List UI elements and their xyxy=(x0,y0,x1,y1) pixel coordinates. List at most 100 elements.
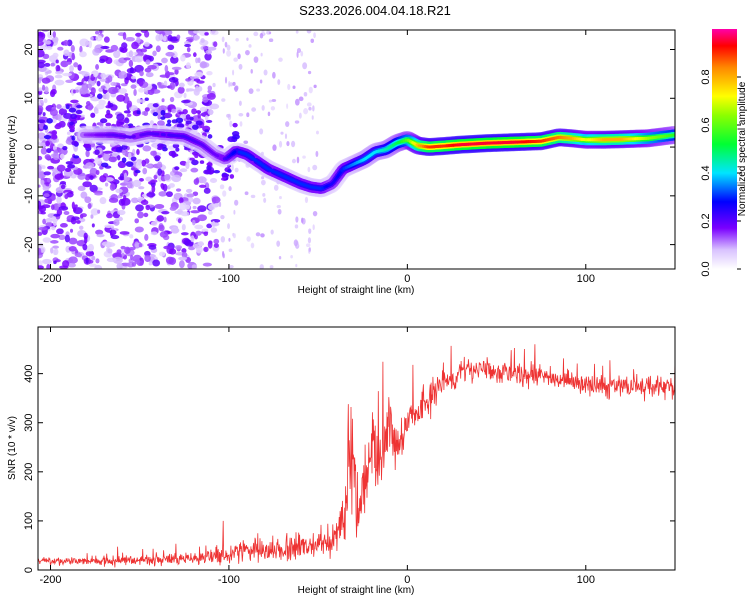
spectrogram-speckle xyxy=(38,105,44,113)
spectrogram-speckle xyxy=(89,175,94,181)
spectrogram-speckle xyxy=(40,179,45,186)
spectrogram-ridge-segment xyxy=(284,175,291,180)
spectrogram-speckle xyxy=(178,256,188,261)
spectrogram-speckle xyxy=(42,39,47,43)
spectrogram-speckle xyxy=(87,259,94,264)
spectrogram-speckle xyxy=(85,257,89,264)
spectrogram-speckle xyxy=(150,179,158,183)
spectrogram-speckle xyxy=(70,45,75,53)
spectrogram-speckle xyxy=(245,49,250,56)
spectrogram-speckle xyxy=(88,40,92,49)
spectrogram-speckle xyxy=(90,208,100,216)
spectrogram-speckle xyxy=(277,208,282,215)
spectrogram-speckle xyxy=(91,223,95,228)
spectrogram-speckle xyxy=(311,115,314,120)
spectrogram-speckle xyxy=(42,237,52,243)
spectrogram-speckle xyxy=(201,132,207,138)
spectrogram-speckle xyxy=(228,237,231,242)
spectrogram-speckle xyxy=(180,54,186,62)
spectrogram-speckle xyxy=(195,120,203,126)
spectrogram-ridge-segment xyxy=(278,172,284,177)
spectrogram-speckle xyxy=(310,38,315,44)
spectrogram-speckle xyxy=(132,51,138,56)
spectrogram-speckle xyxy=(77,185,86,192)
spectrogram-speckle xyxy=(66,191,74,198)
spectrogram-speckle xyxy=(287,83,291,90)
spectrogram-speckle xyxy=(261,105,265,111)
spectrogram-speckle xyxy=(118,71,128,79)
spectrogram-speckle xyxy=(80,191,88,199)
spectrogram-speckle xyxy=(124,246,131,255)
spectrogram-speckle xyxy=(128,125,137,131)
spectrogram-speckle xyxy=(206,71,213,76)
spectrogram-speckle xyxy=(229,174,235,179)
spectrogram-speckle xyxy=(192,197,201,205)
spectrogram-speckle xyxy=(53,213,61,217)
spectrogram-speckle xyxy=(150,231,158,236)
colorbar-tick-label: 0.0 xyxy=(700,261,712,276)
spectrogram-speckle xyxy=(39,246,46,253)
spectrogram-speckle xyxy=(43,193,50,198)
spectrogram-speckle xyxy=(229,120,233,128)
spectrogram-speckle xyxy=(167,34,173,42)
spectrogram-speckle xyxy=(239,121,243,127)
spectrogram-speckle xyxy=(66,39,73,47)
spectrogram-speckle xyxy=(174,166,180,171)
spectrogram-speckle xyxy=(49,108,58,117)
spectrogram-speckle xyxy=(295,216,299,223)
spectrogram-speckle xyxy=(197,214,208,222)
spectrogram-speckle xyxy=(143,212,149,218)
spectrogram-speckle xyxy=(152,103,159,108)
spectrogram-speckle xyxy=(123,57,131,61)
spectrogram-speckle xyxy=(187,38,194,43)
spectrogram-speckle xyxy=(221,173,230,178)
spectrogram-speckle xyxy=(202,262,212,267)
spectrogram-speckle xyxy=(145,59,151,65)
spectrogram-speckle xyxy=(158,105,168,112)
spectrogram-speckle xyxy=(227,223,230,230)
spectrogram-speckle xyxy=(121,157,127,163)
spectrogram-speckle xyxy=(218,201,222,208)
spectrogram-speckle xyxy=(234,85,238,92)
spectrogram-speckle xyxy=(44,197,53,204)
spectrogram-speckle xyxy=(54,74,63,79)
spectrogram-speckle xyxy=(125,36,135,42)
spectrogram-speckle xyxy=(95,258,100,264)
spectrogram-speckle xyxy=(233,209,236,215)
spectrogram-speckle xyxy=(243,140,249,145)
spectrogram-speckle xyxy=(157,168,163,176)
spectrogram-speckle xyxy=(222,253,225,259)
spectrogram-speckle xyxy=(171,174,182,183)
spectrogram-speckle xyxy=(105,122,112,127)
spectrogram-speckle xyxy=(224,41,228,48)
spectrogram-speckle xyxy=(179,202,187,211)
spectrogram-speckle xyxy=(210,218,221,223)
spectrogram-speckle xyxy=(250,194,256,199)
spectrogram-speckle xyxy=(202,46,208,50)
spectrogram-speckle xyxy=(77,64,82,71)
spectrogram-speckle xyxy=(97,154,103,159)
colorbar-tick-label: 0.6 xyxy=(700,117,712,132)
spectrogram-speckle xyxy=(38,260,43,267)
spectrogram-speckle xyxy=(134,55,144,63)
spectrogram-speckle xyxy=(195,177,199,184)
spectrogram-speckle xyxy=(144,254,151,263)
spectrogram-speckle xyxy=(62,260,70,268)
spectrogram-speckle xyxy=(144,97,149,101)
spectrogram-speckle xyxy=(312,224,315,231)
spectrogram-speckle xyxy=(198,241,204,247)
spectrogram-speckle xyxy=(129,66,134,74)
spectrogram-speckle xyxy=(136,36,141,44)
spectrogram-speckle xyxy=(128,59,134,68)
spectrogram-speckle xyxy=(102,153,111,162)
spectrogram-speckle xyxy=(171,227,180,234)
spectrogram-speckle xyxy=(232,69,235,76)
spectrogram-speckle xyxy=(108,197,119,203)
colorbar-tick-label: 0.8 xyxy=(700,69,712,84)
spectrogram-speckle xyxy=(177,218,182,224)
spectrogram-speckle xyxy=(116,122,121,127)
spectrogram-speckle xyxy=(58,234,66,241)
spectrogram-speckle xyxy=(84,140,91,144)
spectrogram-speckle xyxy=(232,81,236,86)
spectrogram-speckle xyxy=(117,209,126,216)
